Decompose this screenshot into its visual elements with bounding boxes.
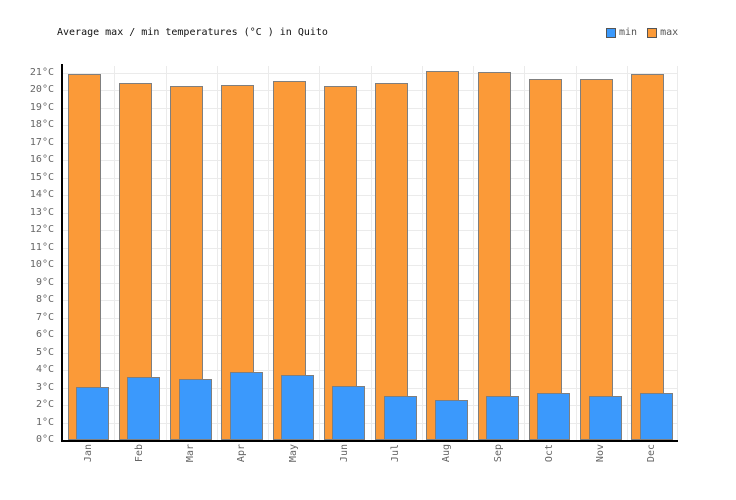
bar-max-jan <box>67 74 101 440</box>
y-tick-label: 11°C <box>29 241 54 253</box>
x-tick-label-dec: Dec <box>642 444 662 478</box>
bar-min-may <box>281 375 314 440</box>
y-tick-label: 21°C <box>29 66 54 78</box>
y-tick-label: 19°C <box>29 101 54 113</box>
gridline-vertical <box>626 66 628 440</box>
x-tick-text: Jan <box>82 444 94 463</box>
x-tick-label-nov: Nov <box>591 444 611 478</box>
bar-min-sep <box>486 396 519 440</box>
y-tick-label: 3°C <box>35 381 54 393</box>
x-tick-text: Oct <box>543 444 555 463</box>
y-tick-label: 8°C <box>35 294 54 305</box>
legend: min max <box>606 28 678 38</box>
x-tick-text: Feb <box>133 444 145 463</box>
bar-min-dec <box>639 393 673 440</box>
gridline-vertical <box>370 66 372 440</box>
x-tick-text: Aug <box>441 444 453 463</box>
bar-max-jul <box>375 83 408 440</box>
x-tick-text: Dec <box>646 444 658 463</box>
y-tick-label: 12°C <box>29 224 54 235</box>
bar-max-dec <box>631 74 665 440</box>
legend-swatch-min <box>606 28 616 38</box>
x-tick-label-apr: Apr <box>232 444 252 478</box>
x-tick-text: Jul <box>390 444 402 463</box>
gridline-vertical <box>677 66 678 440</box>
y-tick-label: 6°C <box>35 329 54 340</box>
legend-item-min: min <box>606 28 637 38</box>
bar-min-jun <box>332 386 366 440</box>
y-tick-label: 9°C <box>35 276 54 288</box>
y-tick-label: 5°C <box>35 346 54 358</box>
bar-min-jul <box>383 396 417 440</box>
bar-max-oct <box>528 79 562 440</box>
bar-min-jan <box>76 387 109 440</box>
gridline-vertical <box>575 66 577 440</box>
gridline-vertical <box>216 66 218 440</box>
y-tick-label: 0°C <box>35 434 54 445</box>
y-tick-label: 18°C <box>29 119 54 130</box>
gridline-vertical <box>268 66 269 440</box>
x-tick-text: Jun <box>338 444 350 463</box>
plot-area <box>63 66 678 440</box>
y-tick-label: 1°C <box>35 416 54 428</box>
y-tick-label: 20°C <box>29 84 54 95</box>
gridline-vertical <box>165 66 167 440</box>
bar-max-aug <box>426 71 460 440</box>
bar-min-oct <box>537 393 571 440</box>
bar-min-apr <box>229 372 263 440</box>
y-tick-label: 10°C <box>29 259 54 270</box>
y-tick-label: 16°C <box>29 154 54 165</box>
legend-swatch-max <box>647 28 658 38</box>
x-tick-label-mar: Mar <box>181 444 201 478</box>
x-tick-label-jan: Jan <box>79 444 99 478</box>
x-tick-text: Mar <box>185 444 197 463</box>
y-tick-label: 15°C <box>29 171 54 183</box>
x-tick-text: Apr <box>236 444 248 463</box>
gridline-vertical <box>114 66 116 440</box>
bar-max-jun <box>323 86 357 440</box>
x-tick-label-oct: Oct <box>540 444 560 478</box>
y-tick-label: 14°C <box>29 189 54 200</box>
y-axis-line <box>61 64 63 442</box>
gridline-vertical <box>473 66 474 440</box>
x-tick-text: Nov <box>595 444 607 463</box>
x-tick-text: Sep <box>492 444 504 463</box>
y-tick-label: 17°C <box>29 136 54 148</box>
x-tick-label-aug: Aug <box>437 444 457 478</box>
gridline-vertical <box>524 66 526 440</box>
chart-title: Average max / min temperatures (°C ) in … <box>57 27 328 38</box>
bar-min-nov <box>588 396 622 440</box>
x-tick-label-sep: Sep <box>489 444 509 478</box>
x-tick-label-feb: Feb <box>130 444 150 478</box>
x-tick-label-jun: Jun <box>335 444 355 478</box>
y-tick-label: 2°C <box>35 399 54 410</box>
x-tick-label-may: May <box>284 444 304 478</box>
y-tick-label: 7°C <box>35 311 54 323</box>
bar-max-sep <box>477 72 511 440</box>
x-tick-text: May <box>287 444 299 463</box>
y-tick-label: 13°C <box>29 206 54 218</box>
bar-max-nov <box>580 79 613 440</box>
legend-label-min: min <box>619 27 638 38</box>
x-axis-line <box>61 440 678 442</box>
gridline-vertical <box>319 66 321 440</box>
bar-min-mar <box>178 379 212 440</box>
bar-min-aug <box>434 400 468 440</box>
legend-item-max: max <box>647 28 678 38</box>
gridline-vertical <box>421 66 423 440</box>
x-tick-label-jul: Jul <box>386 444 406 478</box>
bar-min-feb <box>127 377 161 440</box>
legend-label-max: max <box>660 27 679 38</box>
y-tick-label: 4°C <box>35 364 54 375</box>
